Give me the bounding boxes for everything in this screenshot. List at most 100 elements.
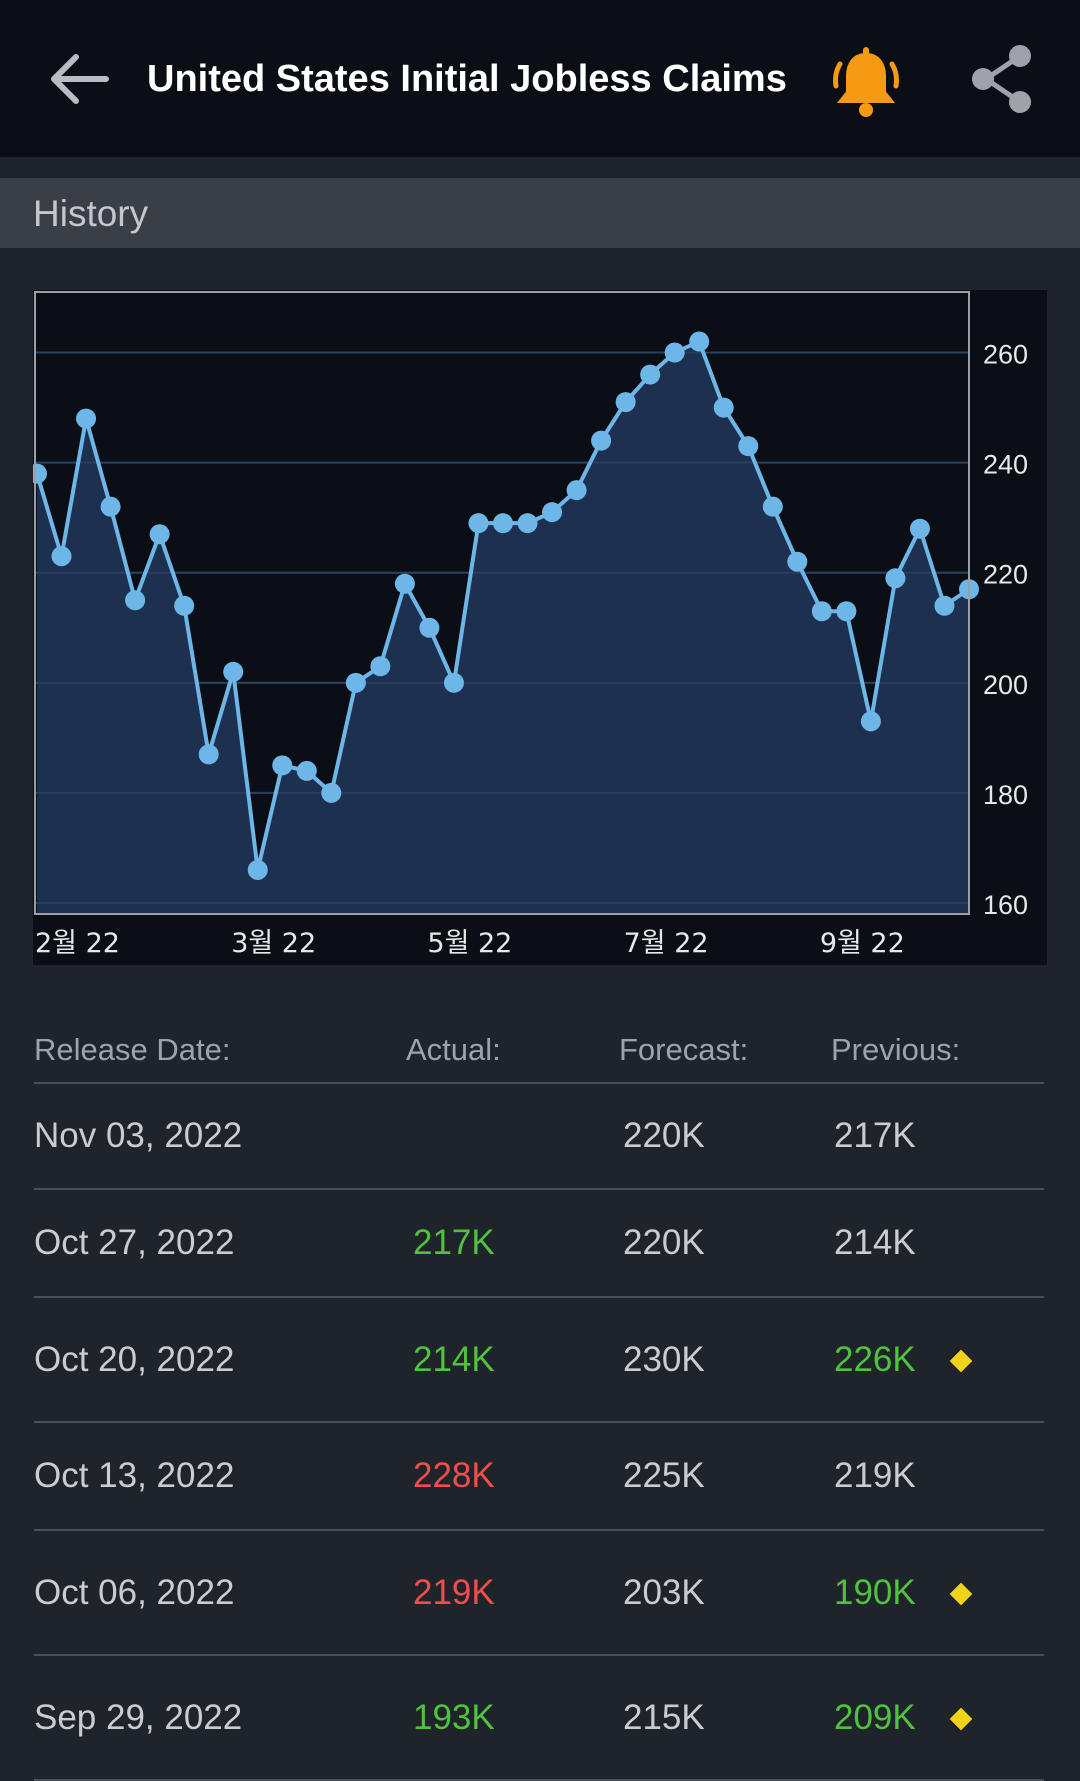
data-point	[419, 617, 440, 638]
previous-cell: 219K	[834, 1456, 916, 1495]
x-tick-label: 9월 22	[820, 928, 905, 959]
actual-cell: 193K	[413, 1698, 495, 1737]
table-row[interactable]: Oct 13, 2022 228K 225K 219K	[34, 1423, 1044, 1531]
back-button[interactable]	[42, 42, 116, 116]
previous-cell: 209K	[834, 1698, 916, 1737]
history-label: History	[33, 193, 149, 234]
data-point	[247, 859, 268, 880]
x-tick-label: 2월 22	[35, 928, 120, 959]
data-point	[713, 397, 734, 418]
y-tick-label: 180	[983, 780, 1028, 810]
y-tick-label: 160	[983, 890, 1028, 920]
previous-cell: 217K	[834, 1116, 916, 1155]
revised-diamond-icon	[949, 1582, 973, 1606]
previous-cell: 214K	[834, 1223, 916, 1262]
data-point	[664, 342, 685, 363]
data-point	[517, 513, 538, 534]
plot-border	[34, 291, 970, 915]
forecast-cell: 215K	[623, 1698, 705, 1737]
data-point	[223, 661, 244, 682]
actual-cell: 219K	[413, 1573, 495, 1612]
data-point	[860, 711, 881, 732]
data-point	[566, 480, 587, 501]
table-row[interactable]: Oct 06, 2022 219K 203K 190K	[34, 1531, 1044, 1656]
data-point	[443, 672, 464, 693]
data-point	[51, 546, 72, 567]
header-previous: Previous:	[831, 1032, 961, 1067]
table-row[interactable]: Oct 20, 2022 214K 230K 226K	[34, 1298, 1044, 1423]
data-point	[100, 496, 121, 517]
data-point	[934, 595, 955, 616]
data-point	[272, 755, 293, 776]
data-point	[836, 601, 857, 622]
revised-diamond-icon	[949, 1707, 973, 1731]
data-point	[125, 590, 146, 611]
data-point	[198, 744, 219, 765]
data-point	[493, 513, 513, 534]
data-point	[174, 595, 195, 616]
share-button[interactable]	[966, 42, 1040, 116]
table-row[interactable]: Sep 29, 2022 193K 215K 209K	[34, 1656, 1044, 1781]
actual-cell: 217K	[413, 1223, 495, 1262]
header-forecast: Forecast:	[619, 1032, 749, 1067]
y-tick-label: 200	[983, 670, 1028, 700]
table-row[interactable]: Oct 27, 2022 217K 220K 214K	[34, 1190, 1044, 1298]
release-date-cell: Sep 29, 2022	[34, 1698, 243, 1737]
data-point	[689, 331, 710, 352]
series-area	[37, 341, 969, 915]
arrow-left-icon	[51, 54, 109, 104]
table-header: Release Date: Actual: Forecast: Previous…	[34, 1010, 1044, 1084]
data-point	[370, 656, 391, 677]
data-point	[33, 463, 47, 484]
data-point	[394, 573, 415, 594]
history-table: Release Date: Actual: Forecast: Previous…	[34, 1010, 1044, 1781]
forecast-cell: 220K	[623, 1116, 705, 1155]
history-section-header: History	[0, 178, 1080, 248]
previous-cell: 226K	[834, 1340, 916, 1379]
release-date-cell: Oct 20, 2022	[34, 1340, 235, 1379]
data-point	[542, 502, 563, 523]
x-tick-label: 3월 22	[231, 928, 316, 959]
table-row[interactable]: Nov 03, 2022 220K 217K	[34, 1084, 1044, 1190]
y-tick-label: 260	[983, 340, 1028, 370]
data-point	[811, 601, 832, 622]
actual-cell: 228K	[413, 1456, 495, 1495]
data-point	[885, 568, 906, 589]
data-point	[149, 524, 170, 545]
data-point	[345, 672, 366, 693]
share-icon	[972, 45, 1031, 113]
forecast-cell: 225K	[623, 1456, 705, 1495]
data-point	[296, 760, 317, 781]
page-title: United States Initial Jobless Claims	[147, 58, 787, 100]
actual-cell: 214K	[413, 1340, 495, 1379]
x-tick-label: 5월 22	[427, 928, 512, 959]
data-point	[738, 436, 759, 457]
data-point	[615, 392, 636, 413]
previous-cell: 190K	[834, 1573, 916, 1612]
release-date-cell: Oct 27, 2022	[34, 1223, 235, 1262]
app-bar: United States Initial Jobless Claims	[0, 0, 1080, 157]
data-point	[640, 364, 661, 385]
data-point	[762, 496, 783, 517]
release-date-cell: Nov 03, 2022	[34, 1116, 243, 1155]
y-tick-label: 240	[983, 450, 1028, 480]
data-point	[787, 551, 808, 572]
data-point	[909, 518, 930, 539]
history-chart: 260 240 220 200 180 160 2월 22 3월 22 5월 22 7월 22 9월…	[33, 290, 1047, 965]
forecast-cell: 220K	[623, 1223, 705, 1262]
header-actual: Actual:	[406, 1032, 501, 1067]
alert-button[interactable]	[826, 42, 906, 122]
bell-icon	[833, 47, 899, 117]
data-point	[76, 408, 97, 429]
history-chart-svg: 260 240 220 200 180 160 2월 22 3월 22 5월 22 7월 22 9월…	[33, 291, 1028, 959]
data-point	[468, 513, 489, 534]
forecast-cell: 203K	[623, 1573, 705, 1612]
x-tick-label: 7월 22	[624, 928, 709, 959]
release-date-cell: Oct 06, 2022	[34, 1573, 235, 1612]
forecast-cell: 230K	[623, 1340, 705, 1379]
data-point	[591, 430, 612, 451]
header-release-date: Release Date:	[34, 1032, 231, 1067]
table-body: Nov 03, 2022 220K 217K Oct 27, 2022 217K 220K…	[34, 1084, 1044, 1781]
revised-diamond-icon	[949, 1349, 973, 1373]
y-tick-label: 220	[983, 560, 1028, 590]
